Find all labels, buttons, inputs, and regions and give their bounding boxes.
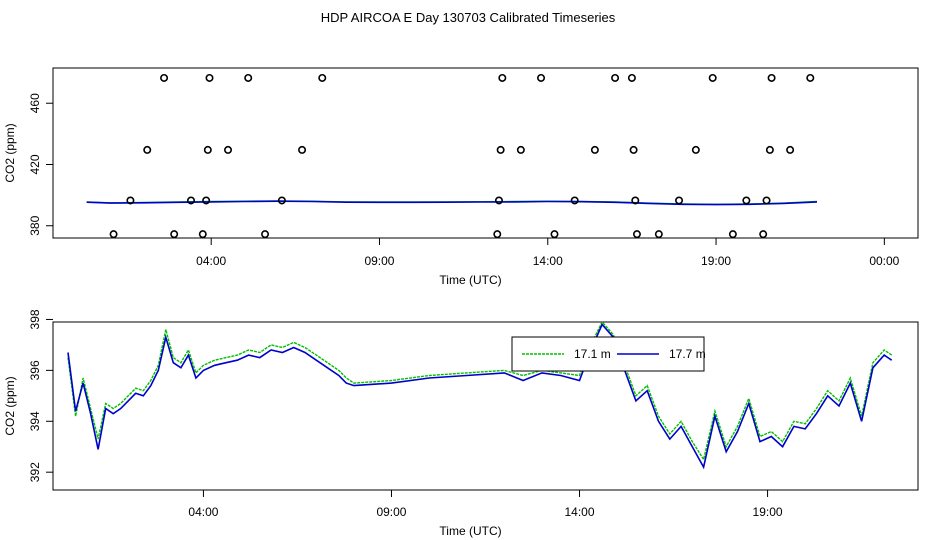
scatter-point [767,73,776,82]
scatter-point [728,230,737,239]
page-title: HDP AIRCOA E Day 130703 Calibrated Times… [321,10,616,25]
scatter-point [109,230,118,239]
x-tick-label: 00:00 [869,254,899,268]
scatter-point [143,145,152,154]
scatter-point [629,145,638,154]
y-axis-label: CO2 (ppm) [3,123,17,182]
scatter-point [765,145,774,154]
scatter-point [318,73,327,82]
scatter-point [611,73,620,82]
x-tick-label: 04:00 [188,505,218,519]
scatter-point [186,196,195,205]
y-tick-label: 460 [28,93,42,113]
scatter-point [493,230,502,239]
y-tick-label: 394 [28,411,42,431]
y-tick-label: 380 [28,215,42,235]
scatter-point [631,196,640,205]
plot-frame [52,67,919,239]
scatter-point [627,73,636,82]
scatter-point [550,230,559,239]
scatter-point [244,73,253,82]
scatter-point [126,196,135,205]
scatter-point [762,196,771,205]
scatter-point [224,145,233,154]
x-tick-label: 09:00 [376,505,406,519]
scatter-point [675,196,684,205]
legend-entry-label: 17.7 m [669,347,706,361]
scatter-point [786,145,795,154]
x-tick-label: 09:00 [364,254,394,268]
y-tick-label: 420 [28,154,42,174]
scatter-point [806,73,815,82]
scatter-point [537,73,546,82]
scatter-point [570,196,579,205]
scatter-point [516,145,525,154]
y-tick-label: 396 [28,360,42,380]
scatter-point [494,196,503,205]
x-tick-label: 19:00 [701,254,731,268]
scatter-point [498,73,507,82]
x-tick-label: 14:00 [533,254,563,268]
series-line-17-7-m [67,323,893,470]
scatter-point [654,230,663,239]
scatter-point [277,196,286,205]
scatter-point [708,73,717,82]
scatter-point [298,145,307,154]
scatter-point [496,145,505,154]
series-line-17-1-m [67,322,893,462]
scatter-point [170,230,179,239]
legend-entry-label: 17.1 m [574,347,611,361]
scatter-point [203,145,212,154]
x-tick-label: 14:00 [565,505,595,519]
scatter-point [742,196,751,205]
scatter-point [691,145,700,154]
y-tick-label: 398 [28,309,42,329]
scatter-point [759,230,768,239]
scatter-point [198,230,207,239]
plot-frame [52,321,919,491]
lower-panel: 04:00 09:00 14:00 19:00 392 394 396 398 Time (UT… [3,309,919,538]
y-axis-label: CO2 (ppm) [3,376,17,435]
x-axis-label: Time (UTC) [439,524,501,538]
scatter-point [205,73,214,82]
scatter-point [202,196,211,205]
x-axis-label: Time (UTC) [439,273,501,287]
scatter-point [590,145,599,154]
scatter-point [261,230,270,239]
x-tick-label: 04:00 [196,254,226,268]
x-tick-label: 19:00 [753,505,783,519]
y-tick-label: 392 [28,462,42,482]
scatter-point [160,73,169,82]
scatter-point [632,230,641,239]
series-line-17-7-m [86,200,818,206]
upper-panel: 04:00 09:00 14:00 19:00 00:00 380 420 460 Time (… [3,67,919,287]
